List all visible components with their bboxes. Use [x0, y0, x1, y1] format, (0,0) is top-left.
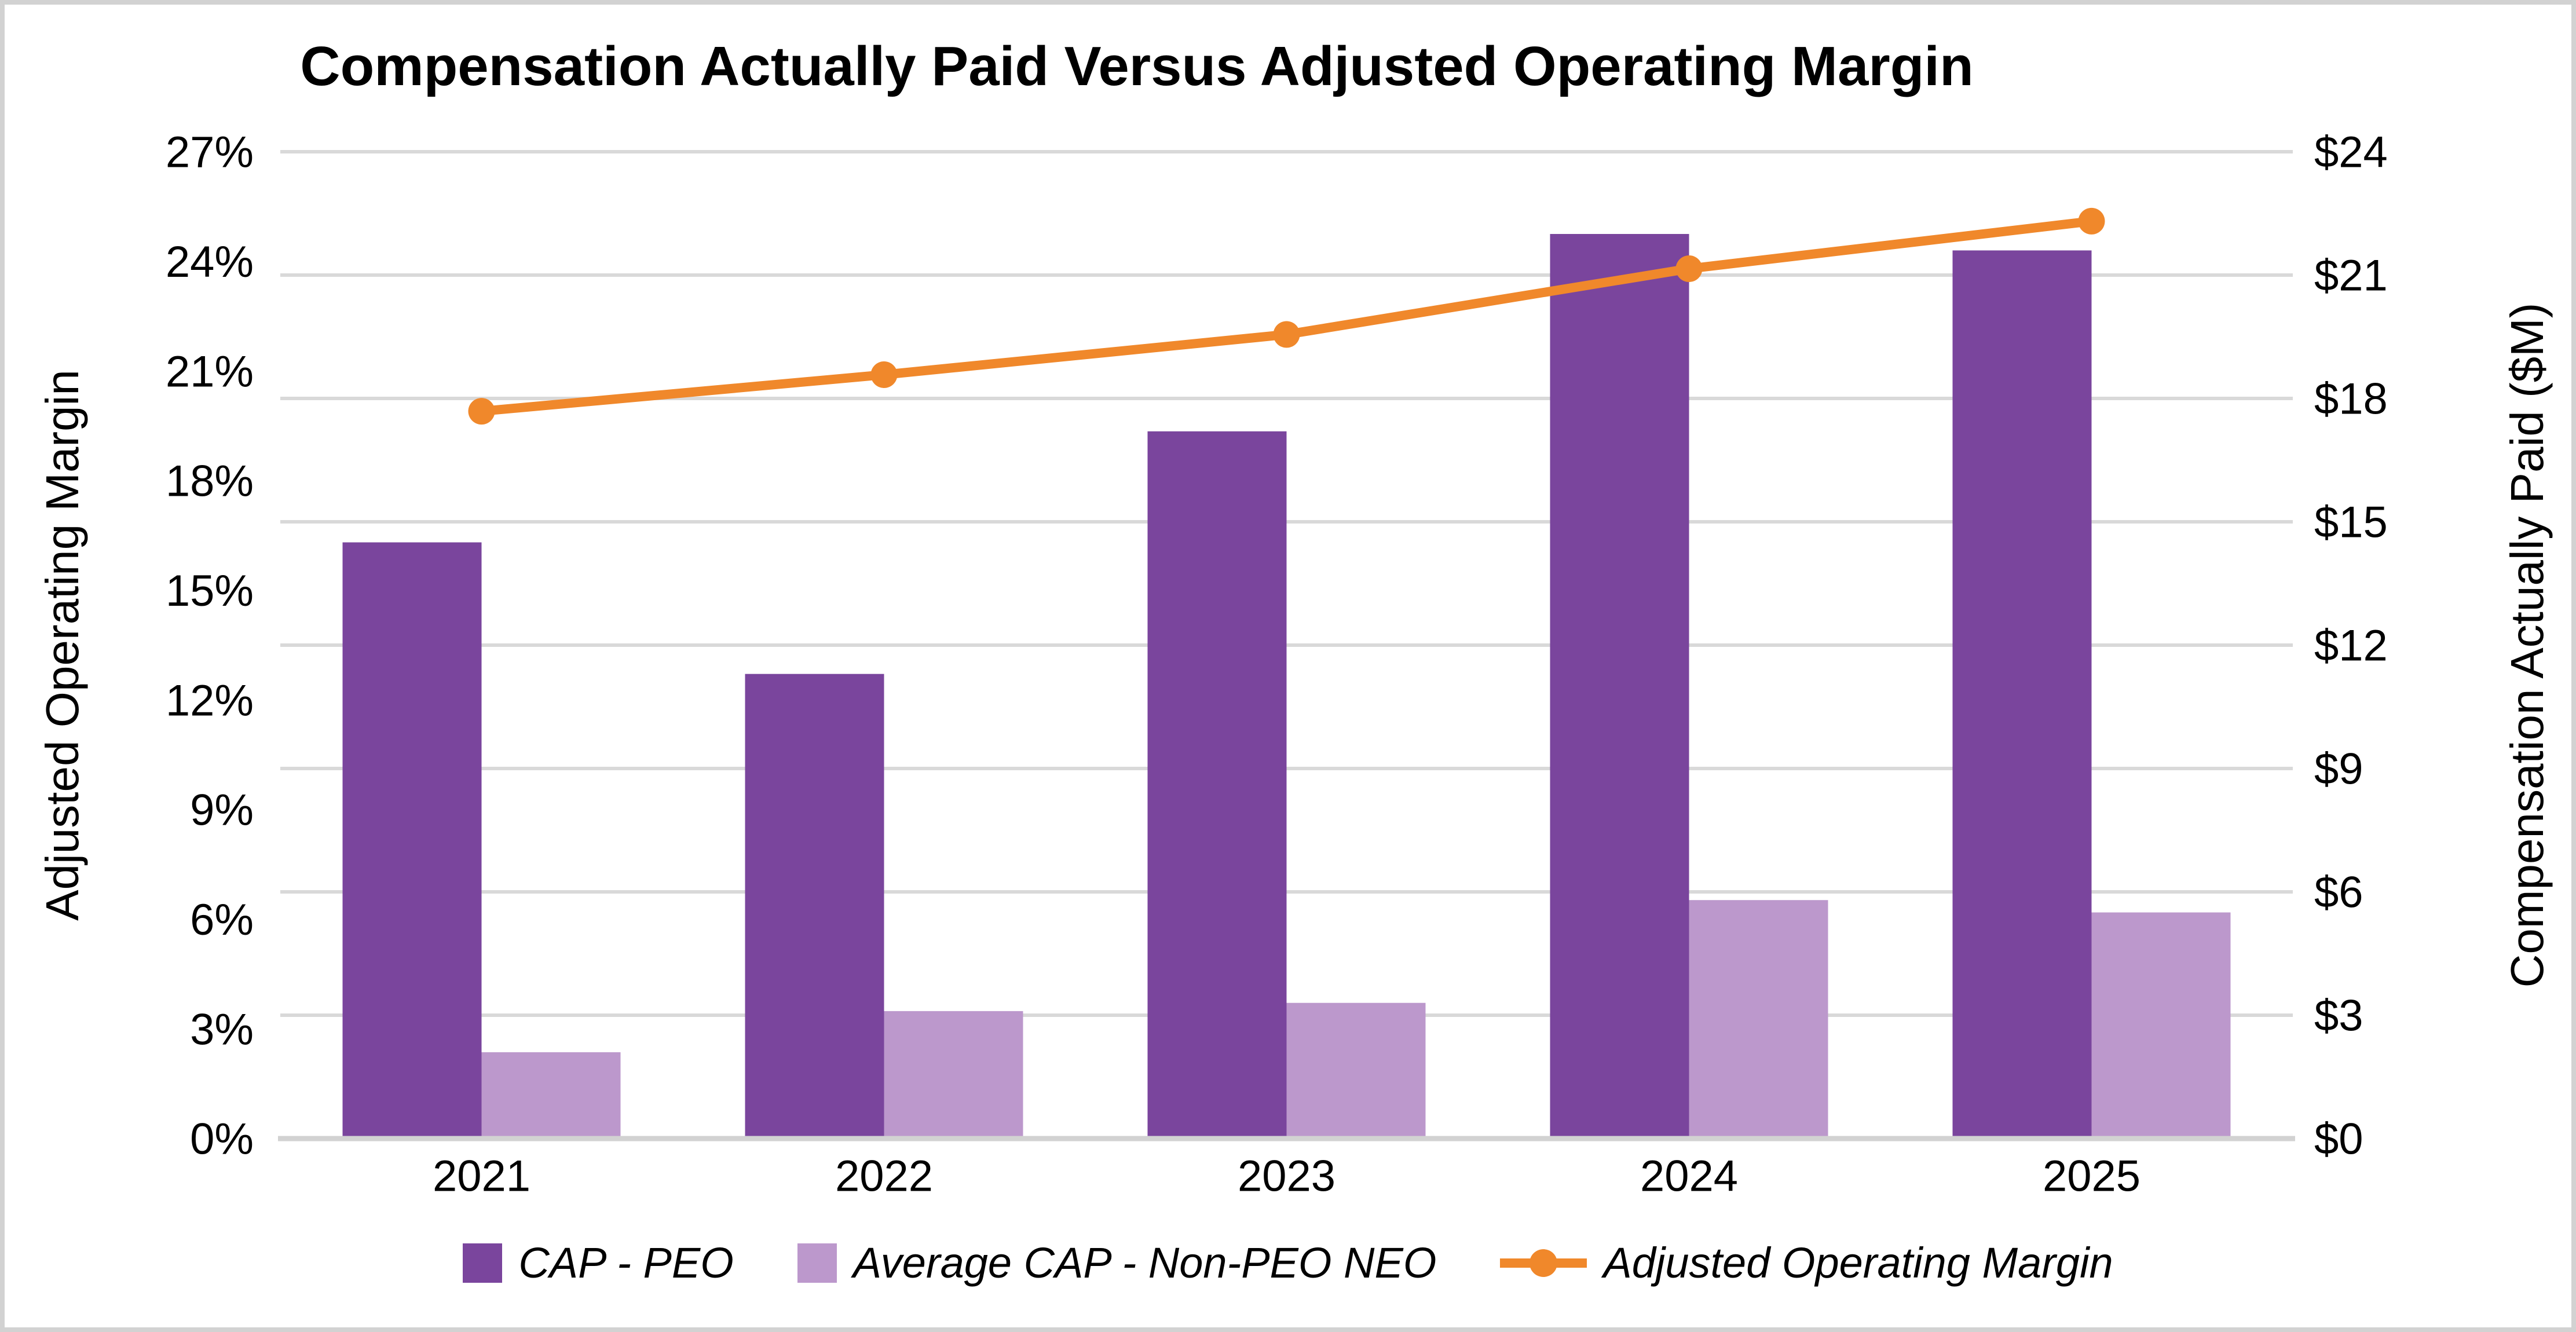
right-tick-label: $18	[2314, 375, 2388, 424]
legend-item-adjusted-operating-margin: Adjusted Operating Margin	[1500, 1238, 2113, 1287]
left-tick-label: 21%	[166, 347, 254, 396]
bar-average-cap-non-peo-neo-2022	[884, 1011, 1023, 1139]
right-tick-label: $24	[2314, 128, 2388, 177]
bar-average-cap-non-peo-neo-2025	[2091, 912, 2231, 1139]
left-tick-label: 18%	[166, 457, 254, 506]
legend: CAP - PEO Average CAP - Non-PEO NEO Adju…	[5, 1238, 2571, 1287]
margin-line	[477, 216, 2096, 416]
bar-average-cap-non-peo-neo-2024	[1689, 900, 1828, 1139]
cap-peo-swatch-icon	[463, 1243, 503, 1283]
plot-area: 0% 3% 6% 9% 12% 15% 18% 21% 24% 27% $0 $3 $6 $9 $12 $15…	[166, 128, 2388, 1201]
left-tick-label: 12%	[166, 676, 254, 725]
right-tick-label: $0	[2314, 1115, 2363, 1164]
left-tick-label: 0%	[190, 1115, 254, 1164]
margin-point-2025	[2078, 207, 2105, 235]
bar-cap-peo-2025	[1952, 250, 2092, 1139]
left-tick-label: 24%	[166, 237, 254, 287]
chart-title: Compensation Actually Paid Versus Adjust…	[300, 35, 1974, 97]
legend-label-avg-cap-non-peo: Average CAP - Non-PEO NEO	[852, 1239, 1437, 1287]
right-tick-label: $15	[2314, 498, 2388, 547]
margin-point-2022	[870, 361, 898, 388]
bar-cap-peo-2022	[745, 674, 884, 1139]
margin-point-2023	[1273, 321, 1300, 348]
left-tick-label: 9%	[190, 786, 254, 835]
legend-label-adjusted-operating-margin: Adjusted Operating Margin	[1603, 1239, 2113, 1287]
line-marker-icon	[1500, 1246, 1587, 1280]
right-tick-label: $21	[2314, 251, 2388, 301]
bar-average-cap-non-peo-neo-2021	[481, 1052, 621, 1139]
bar-average-cap-non-peo-neo-2023	[1286, 1002, 1426, 1139]
x-axis-label-2025: 2025	[2043, 1152, 2140, 1201]
bar-cap-peo-2023	[1147, 431, 1287, 1139]
legend-item-cap-peo: CAP - PEO	[463, 1238, 734, 1287]
right-tick-label: $3	[2314, 991, 2363, 1041]
margin-point-2024	[1675, 255, 1703, 282]
x-axis-label-2021: 2021	[433, 1152, 530, 1201]
x-axis-label-2022: 2022	[835, 1152, 933, 1201]
left-tick-label: 27%	[166, 128, 254, 177]
legend-label-cap-peo: CAP - PEO	[518, 1239, 734, 1287]
bar-cap-peo-2024	[1550, 234, 1689, 1139]
left-tick-label: 6%	[190, 895, 254, 945]
x-axis-label-2024: 2024	[1640, 1152, 1738, 1201]
right-tick-label: $12	[2314, 621, 2388, 671]
left-tick-label: 15%	[166, 566, 254, 616]
margin-point-2021	[468, 398, 495, 425]
legend-item-avg-cap-non-peo: Average CAP - Non-PEO NEO	[797, 1238, 1437, 1287]
x-axis-label-2023: 2023	[1238, 1152, 1335, 1201]
avg-cap-non-peo-swatch-icon	[797, 1243, 837, 1283]
left-tick-label: 3%	[190, 1005, 254, 1054]
bar-cap-peo-2021	[342, 542, 482, 1139]
right-tick-label: $9	[2314, 745, 2363, 794]
right-tick-label: $6	[2314, 868, 2363, 917]
